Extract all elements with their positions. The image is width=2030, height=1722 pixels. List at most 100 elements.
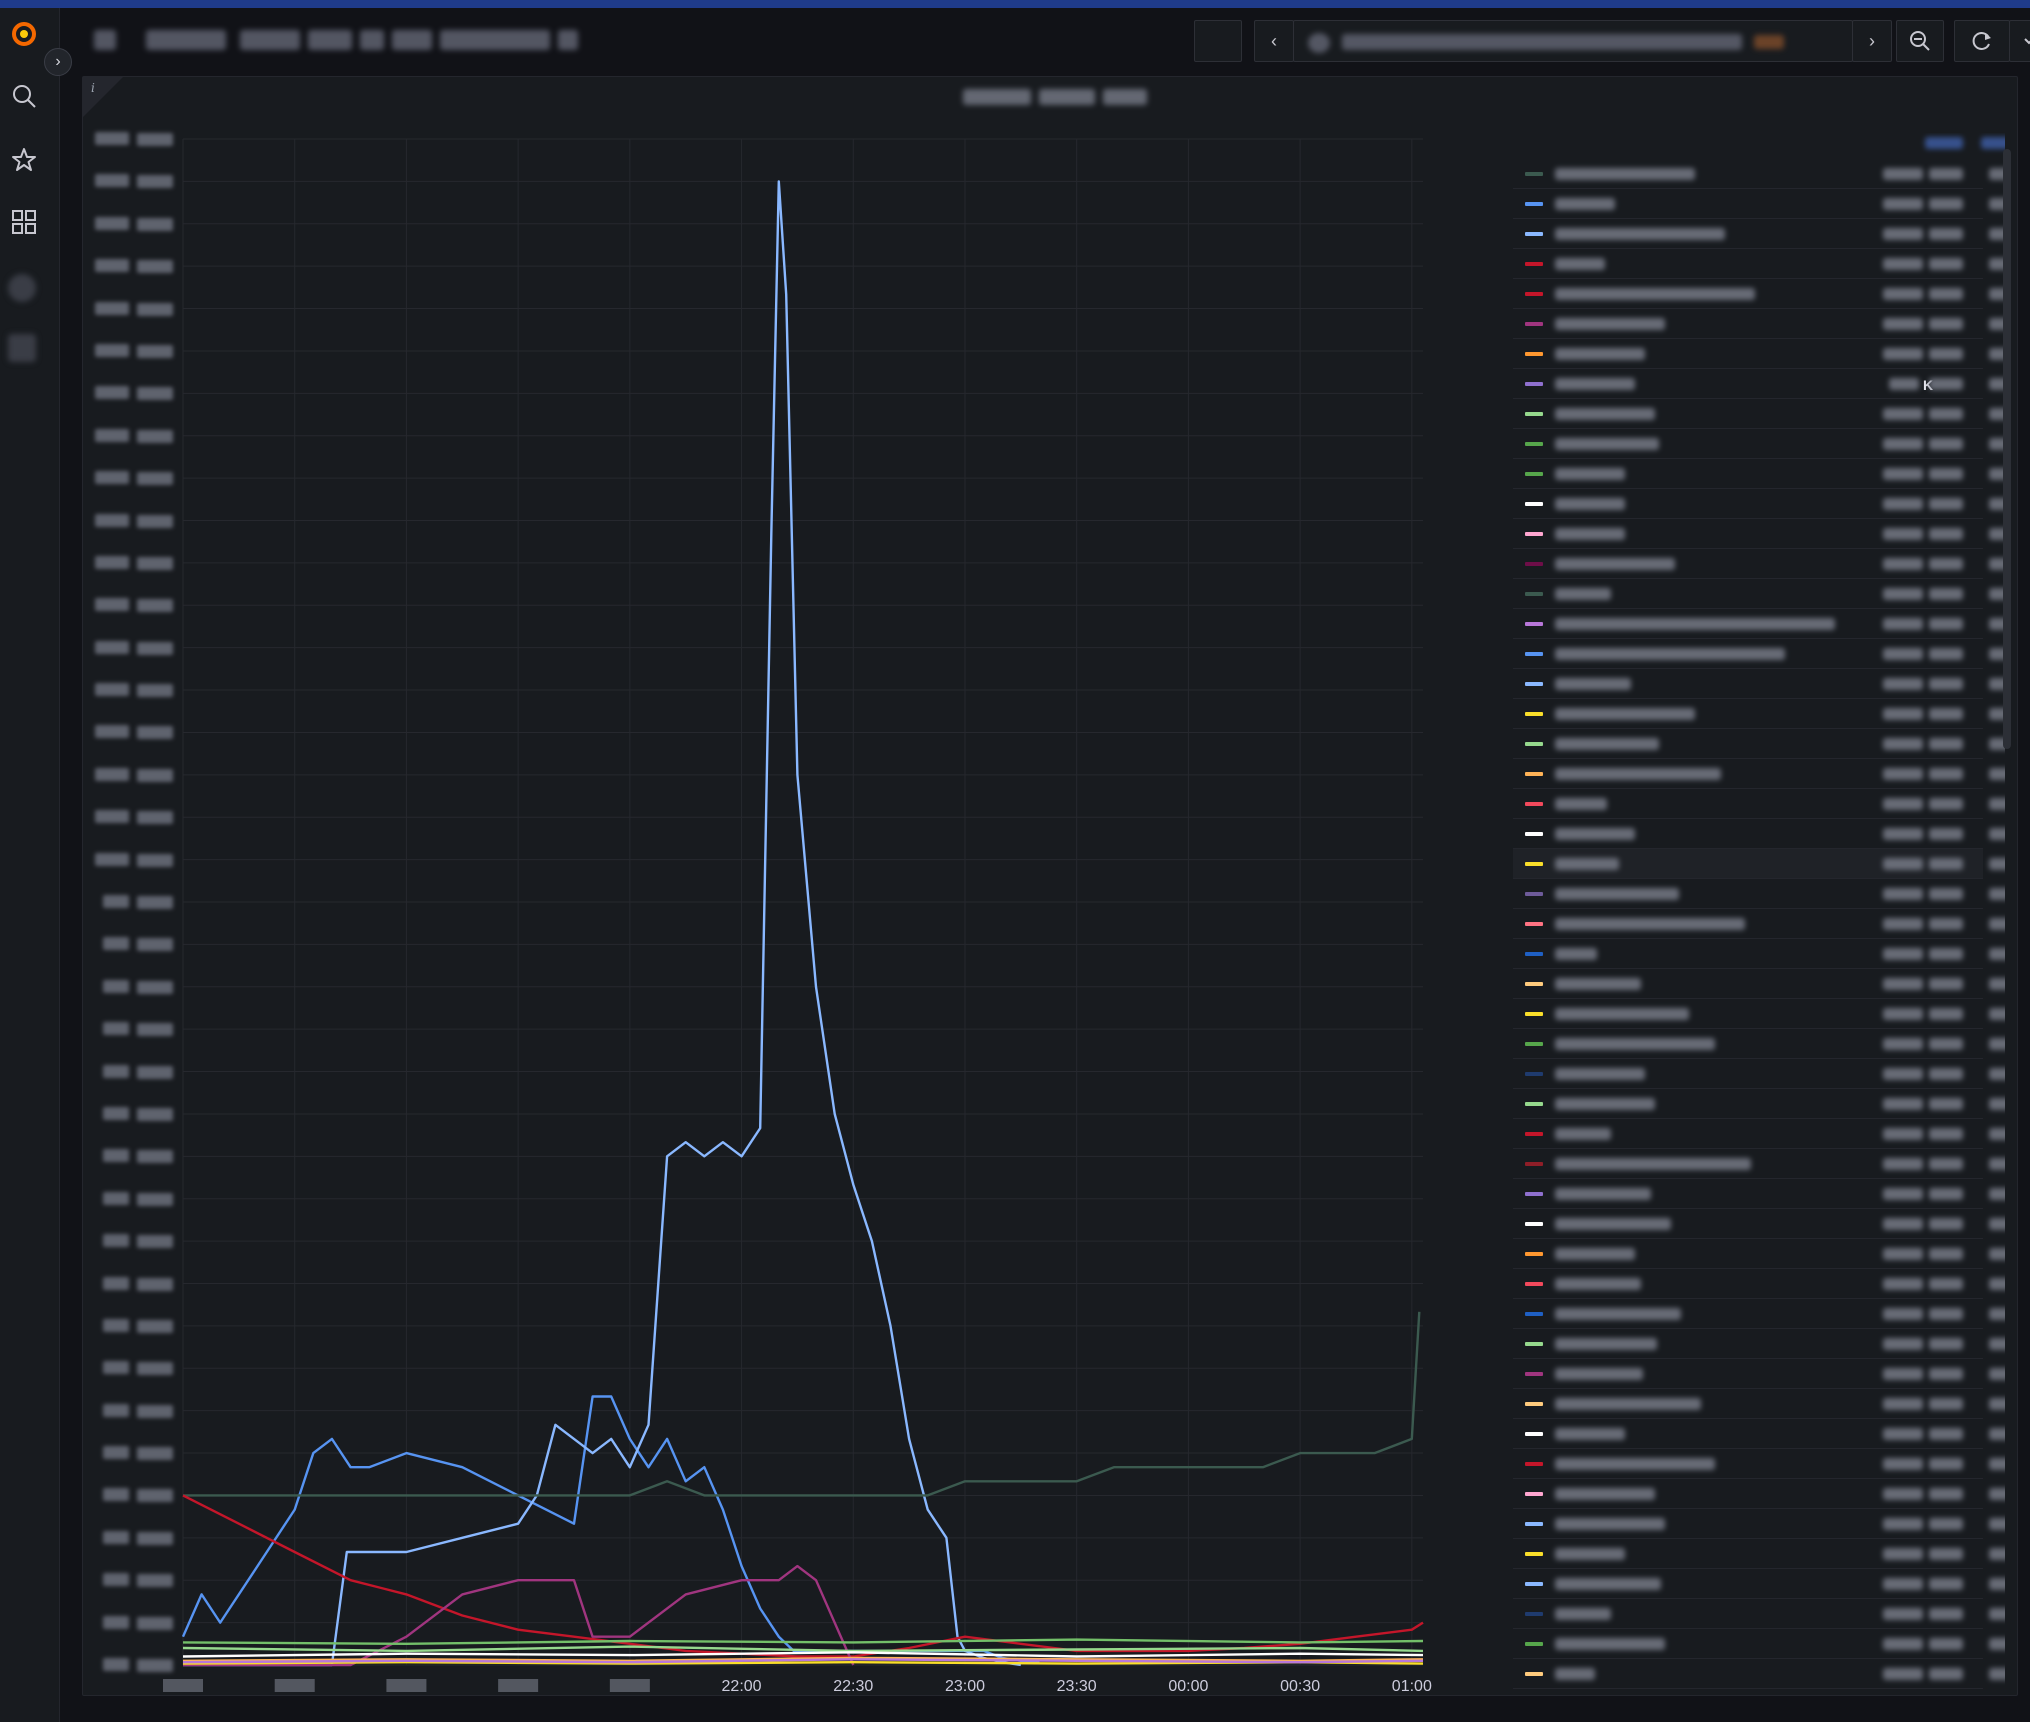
refresh-icon[interactable] xyxy=(1954,20,2010,62)
legend-color-swatch[interactable] xyxy=(1525,292,1543,296)
legend-row[interactable] xyxy=(1513,1209,2005,1239)
legend-row[interactable] xyxy=(1513,579,2005,609)
legend-color-swatch[interactable] xyxy=(1525,1252,1543,1256)
legend-row[interactable] xyxy=(1513,1389,2005,1419)
chevron-down-icon[interactable] xyxy=(2009,20,2030,62)
legend-color-swatch[interactable] xyxy=(1525,592,1543,596)
legend-color-swatch[interactable] xyxy=(1525,352,1543,356)
legend-row[interactable] xyxy=(1513,429,2005,459)
panel-title[interactable] xyxy=(963,89,1031,105)
legend-series-name-redacted[interactable] xyxy=(1555,1068,1645,1080)
legend-series-name-redacted[interactable] xyxy=(1555,1158,1751,1170)
user-avatar-icon[interactable] xyxy=(8,274,36,302)
legend-series-name-redacted[interactable] xyxy=(1555,708,1695,720)
time-range-picker[interactable] xyxy=(1293,20,1853,62)
legend-series-name-redacted[interactable] xyxy=(1555,768,1721,780)
legend-series-name-redacted[interactable] xyxy=(1555,258,1605,270)
legend-row[interactable] xyxy=(1513,219,2005,249)
legend-row[interactable] xyxy=(1513,309,2005,339)
legend-row[interactable] xyxy=(1513,549,2005,579)
legend-row[interactable] xyxy=(1513,609,2005,639)
legend-series-name-redacted[interactable] xyxy=(1555,1308,1681,1320)
legend-row[interactable] xyxy=(1513,849,2005,879)
legend-row[interactable] xyxy=(1513,1629,2005,1659)
legend-color-swatch[interactable] xyxy=(1525,682,1543,686)
legend-color-swatch[interactable] xyxy=(1525,652,1543,656)
legend-series-name-redacted[interactable] xyxy=(1555,888,1679,900)
help-icon[interactable] xyxy=(8,334,36,362)
legend-series-name-redacted[interactable] xyxy=(1555,1278,1641,1290)
legend-series-name-redacted[interactable] xyxy=(1555,1518,1665,1530)
legend-series-name-redacted[interactable] xyxy=(1555,678,1631,690)
legend-color-swatch[interactable] xyxy=(1525,1192,1543,1196)
panel-title[interactable] xyxy=(1039,89,1095,105)
legend-series-name-redacted[interactable] xyxy=(1555,1008,1689,1020)
legend-row[interactable] xyxy=(1513,1089,2005,1119)
legend-row[interactable] xyxy=(1513,1179,2005,1209)
legend-row[interactable] xyxy=(1513,1149,2005,1179)
legend-color-swatch[interactable] xyxy=(1525,1612,1543,1616)
legend-series-name-redacted[interactable] xyxy=(1555,558,1675,570)
star-icon[interactable] xyxy=(6,142,42,178)
legend-series-name-redacted[interactable] xyxy=(1555,1608,1611,1620)
legend-series-name-redacted[interactable] xyxy=(1555,1368,1643,1380)
legend-row[interactable] xyxy=(1513,1119,2005,1149)
legend-row[interactable]: K xyxy=(1513,369,2005,399)
timeseries-panel[interactable]: i 22:00 22:30 23:00 23:30 00:00 00:30 01:00 K xyxy=(82,76,2018,1696)
legend-color-swatch[interactable] xyxy=(1525,952,1543,956)
legend-series-name-redacted[interactable] xyxy=(1555,1668,1595,1680)
legend-color-swatch[interactable] xyxy=(1525,1462,1543,1466)
legend-row[interactable] xyxy=(1513,1299,2005,1329)
dashboards-grid-icon[interactable] xyxy=(6,204,42,240)
legend-row[interactable] xyxy=(1513,1599,2005,1629)
legend-row[interactable] xyxy=(1513,1479,2005,1509)
legend-series-name-redacted[interactable] xyxy=(1555,618,1835,630)
legend-color-swatch[interactable] xyxy=(1525,1312,1543,1316)
legend-row[interactable] xyxy=(1513,879,2005,909)
legend-series-name-redacted[interactable] xyxy=(1555,378,1635,390)
legend-row[interactable] xyxy=(1513,459,2005,489)
legend-color-swatch[interactable] xyxy=(1525,1042,1543,1046)
legend-series-name-redacted[interactable] xyxy=(1555,1398,1701,1410)
legend-scrollbar[interactable] xyxy=(2003,149,2011,749)
legend-row[interactable] xyxy=(1513,1659,2005,1689)
legend-color-swatch[interactable] xyxy=(1525,1072,1543,1076)
chevron-left-icon[interactable]: ‹ xyxy=(1254,20,1294,62)
legend-series-name-redacted[interactable] xyxy=(1555,1188,1651,1200)
legend-color-swatch[interactable] xyxy=(1525,562,1543,566)
grafana-logo-icon[interactable] xyxy=(6,16,42,52)
legend-color-swatch[interactable] xyxy=(1525,1222,1543,1226)
breadcrumb[interactable] xyxy=(240,30,300,50)
time-series-chart[interactable]: 22:00 22:30 23:00 23:30 00:00 00:30 01:00 xyxy=(83,77,1513,1697)
settings-icon[interactable] xyxy=(1194,20,1242,62)
legend-series-name-redacted[interactable] xyxy=(1555,228,1725,240)
legend-color-swatch[interactable] xyxy=(1525,1102,1543,1106)
legend-series-name-redacted[interactable] xyxy=(1555,1338,1657,1350)
legend-row[interactable] xyxy=(1513,1269,2005,1299)
legend-series-name-redacted[interactable] xyxy=(1555,468,1625,480)
legend-color-swatch[interactable] xyxy=(1525,382,1543,386)
legend-row[interactable] xyxy=(1513,249,2005,279)
legend-row[interactable] xyxy=(1513,189,2005,219)
legend-color-swatch[interactable] xyxy=(1525,202,1543,206)
legend-color-swatch[interactable] xyxy=(1525,1672,1543,1676)
legend-series-name-redacted[interactable] xyxy=(1555,858,1619,870)
legend-color-swatch[interactable] xyxy=(1525,802,1543,806)
legend-series-name-redacted[interactable] xyxy=(1555,1098,1655,1110)
legend-color-swatch[interactable] xyxy=(1525,1492,1543,1496)
legend-series-name-redacted[interactable] xyxy=(1555,588,1611,600)
legend-row[interactable] xyxy=(1513,819,2005,849)
legend-row[interactable] xyxy=(1513,519,2005,549)
legend-series-name-redacted[interactable] xyxy=(1555,318,1665,330)
legend-color-swatch[interactable] xyxy=(1525,1282,1543,1286)
legend-row[interactable] xyxy=(1513,639,2005,669)
legend-color-swatch[interactable] xyxy=(1525,892,1543,896)
legend-series-name-redacted[interactable] xyxy=(1555,978,1641,990)
legend-color-swatch[interactable] xyxy=(1525,1162,1543,1166)
legend-color-swatch[interactable] xyxy=(1525,1342,1543,1346)
legend-row[interactable] xyxy=(1513,1329,2005,1359)
legend-color-swatch[interactable] xyxy=(1525,412,1543,416)
legend-column-mean[interactable] xyxy=(1925,137,1963,149)
legend-color-swatch[interactable] xyxy=(1525,262,1543,266)
chevron-right-icon[interactable]: › xyxy=(44,48,72,76)
